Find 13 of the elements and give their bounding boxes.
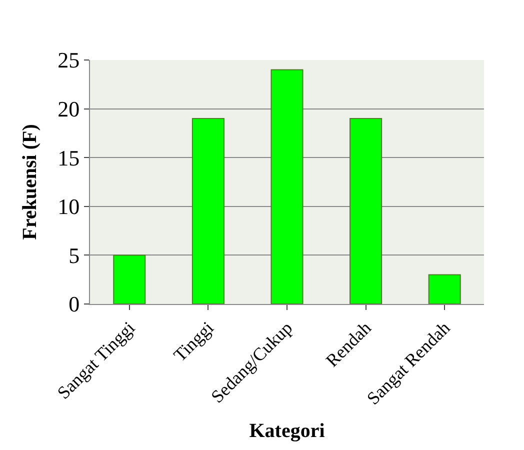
y-tick-label: 15 [58,145,80,170]
y-tick-label: 25 [58,48,80,73]
bar [192,118,224,304]
bar [113,254,146,304]
bar [428,274,461,304]
y-tick-label: 20 [58,96,80,122]
y-tick-label: 10 [58,194,80,220]
y-axis-title: Frekuensi (F) [19,124,42,240]
bar [270,69,304,304]
bar [350,118,382,304]
y-tick-label: 0 [68,292,80,317]
y-tick-label: 5 [68,242,80,268]
x-axis-title: Kategori [249,420,326,442]
